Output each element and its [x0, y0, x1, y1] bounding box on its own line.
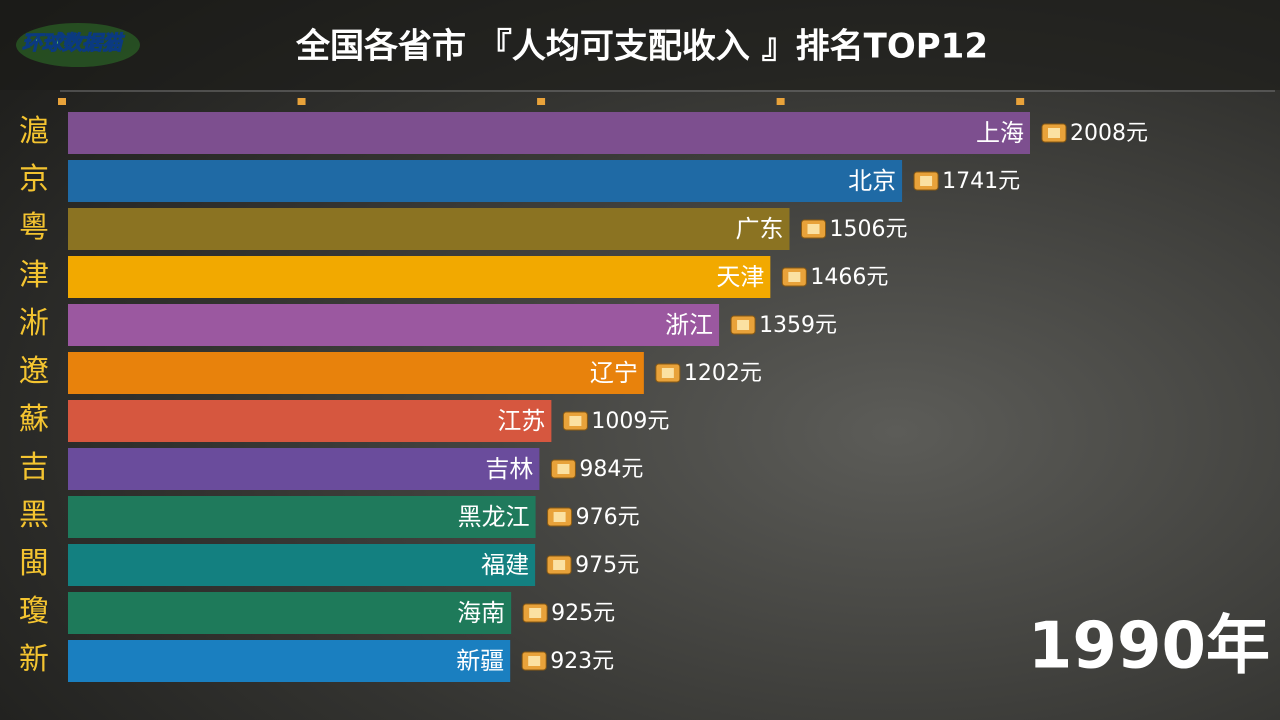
- bar-name-label: 吉林: [485, 455, 533, 483]
- bar-name-label: 北京: [848, 167, 896, 195]
- value-label: 976元: [576, 505, 640, 530]
- bar-name-label: 黑龙江: [458, 503, 530, 531]
- x-tick-mark: [1016, 98, 1025, 105]
- bar: [68, 112, 1030, 154]
- value-label: 1202元: [684, 361, 762, 386]
- value-label: 975元: [575, 553, 639, 578]
- bar: [68, 400, 552, 442]
- bar-name-label: 广东: [736, 215, 784, 243]
- period-label: 1990年: [1028, 610, 1270, 684]
- chart-title: 全国各省市 『人均可支配收入 』排名TOP12: [295, 27, 988, 67]
- row-short-label: 瓊: [19, 594, 49, 629]
- value-label: 1359元: [759, 313, 837, 338]
- logo-badge: [16, 23, 140, 67]
- value-label: 1466元: [810, 265, 888, 290]
- coin-icon-inner: [807, 224, 820, 234]
- x-tick-mark: [537, 98, 546, 105]
- coin-icon-inner: [737, 320, 750, 330]
- bar: [68, 592, 512, 634]
- header-band: [0, 0, 1280, 90]
- row-short-label: 遼: [19, 354, 49, 389]
- row-short-label: 黑: [19, 498, 49, 533]
- row-short-label: 吉: [19, 450, 49, 485]
- coin-icon-inner: [661, 368, 674, 378]
- bar-name-label: 辽宁: [590, 359, 638, 387]
- value-label: 925元: [551, 601, 615, 626]
- value-label: 923元: [550, 649, 614, 674]
- value-label: 1009元: [591, 409, 669, 434]
- x-tick-mark: [297, 98, 306, 105]
- bar-name-label: 上海: [976, 119, 1024, 147]
- bar: [68, 352, 644, 394]
- coin-icon-inner: [557, 464, 570, 474]
- logo: 环球数据猫: [22, 31, 125, 55]
- bar-name-label: 福建: [481, 551, 529, 579]
- bar: [68, 160, 903, 202]
- value-label: 984元: [579, 457, 643, 482]
- bar: [68, 496, 536, 538]
- coin-icon-inner: [569, 416, 582, 426]
- x-tick-mark: [776, 98, 785, 105]
- coin-icon-inner: [553, 560, 566, 570]
- coin-icon-inner: [528, 656, 541, 666]
- value-label: 1506元: [830, 217, 908, 242]
- bar-name-label: 浙江: [665, 311, 713, 339]
- row-short-label: 津: [19, 258, 49, 293]
- coin-icon-inner: [553, 512, 566, 522]
- bar: [68, 544, 536, 586]
- bar: [68, 640, 511, 682]
- coin-icon-inner: [920, 176, 933, 186]
- row-short-label: 新: [19, 642, 49, 677]
- row-short-label: 閩: [19, 546, 49, 581]
- bar: [68, 208, 790, 250]
- bar-name-label: 江苏: [497, 407, 545, 435]
- row-short-label: 粵: [19, 210, 49, 245]
- bar-name-label: 新疆: [456, 647, 504, 675]
- value-label: 1741元: [942, 169, 1020, 194]
- row-short-label: 京: [19, 162, 49, 197]
- coin-icon-inner: [788, 272, 801, 282]
- coin-icon-inner: [529, 608, 542, 618]
- bar: [68, 304, 720, 346]
- bar: [68, 256, 771, 298]
- x-tick-mark: [58, 98, 66, 105]
- coin-icon-inner: [1048, 128, 1060, 138]
- bar: [68, 448, 540, 490]
- bar-name-label: 海南: [457, 599, 505, 627]
- value-label: 2008元: [1070, 121, 1148, 146]
- bar-name-label: 天津: [716, 263, 764, 291]
- row-short-label: 淅: [19, 306, 49, 341]
- row-short-label: 蘇: [19, 402, 49, 437]
- row-short-label: 滬: [19, 114, 49, 149]
